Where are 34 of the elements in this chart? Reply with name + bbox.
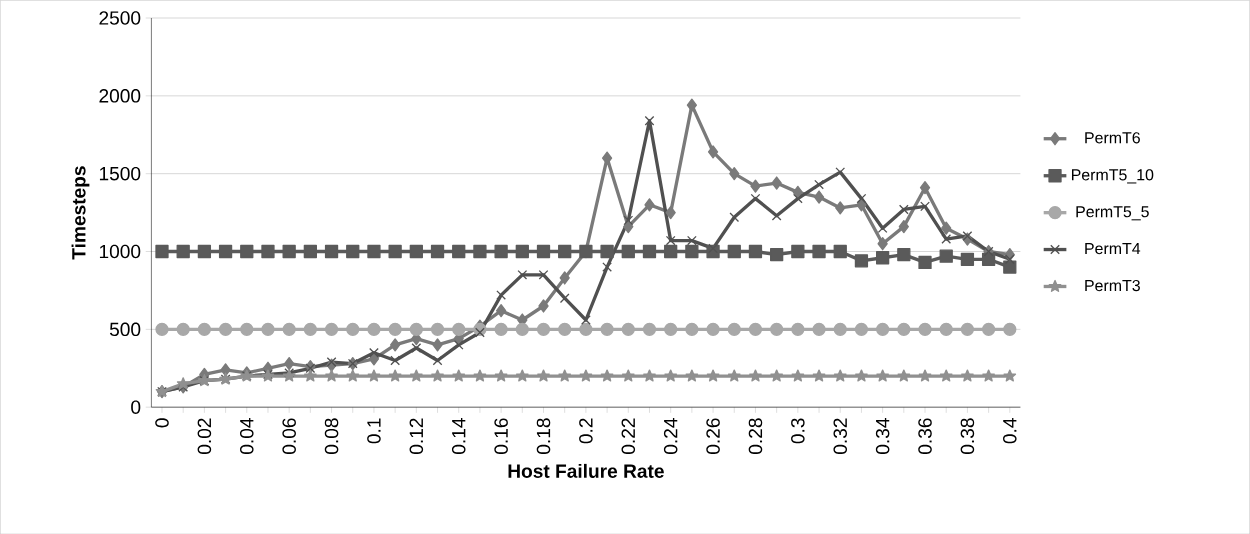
x-tick-label: 0.26: [706, 418, 720, 454]
x-tick-label: 0.06: [282, 418, 296, 454]
x-tick-label: 0.24: [663, 417, 678, 454]
x-tick-label: 0.38: [960, 418, 975, 454]
y-tick-label: 2000: [99, 88, 141, 103]
x-tick-label: 0.34: [875, 417, 890, 454]
x-tick-label: 0.4: [1003, 417, 1017, 444]
x-tick-label: 0.08: [324, 418, 339, 454]
legend-label: PermT3: [1085, 279, 1140, 291]
y-tick-label: 1000: [99, 244, 141, 259]
legend-label: PermT6: [1085, 131, 1140, 144]
y-tick-label: 2500: [99, 11, 141, 25]
x-tick-label: 0.16: [494, 418, 508, 454]
legend-label: PermT5_10: [1071, 169, 1154, 184]
x-axis-title: Host Failure Rate: [508, 463, 664, 478]
x-tick-label: 0.3: [791, 418, 805, 444]
x-tick-label: 0.1: [367, 418, 381, 444]
legend-label: PermT4: [1085, 242, 1141, 254]
x-tick-label: 0.32: [833, 418, 848, 454]
x-tick-label: 0: [155, 418, 169, 428]
legend-label: PermT5_5: [1076, 206, 1149, 221]
y-axis-title: Timesteps: [71, 166, 90, 260]
x-tick-label: 0.28: [748, 418, 763, 454]
x-tick-label: 0.12: [409, 418, 424, 454]
y-tick-label: 500: [109, 322, 141, 336]
x-tick-label: 0.36: [918, 418, 932, 454]
y-tick-label: 1500: [99, 166, 141, 181]
x-tick-label: 0.04: [240, 417, 254, 454]
x-tick-label: 0.02: [197, 418, 212, 454]
x-tick-label: 0.18: [536, 418, 551, 454]
x-tick-label: 0.2: [579, 418, 593, 444]
x-tick-label: 0.14: [451, 417, 466, 454]
y-tick-label: 0: [131, 400, 141, 414]
x-tick-label: 0.22: [621, 418, 636, 454]
